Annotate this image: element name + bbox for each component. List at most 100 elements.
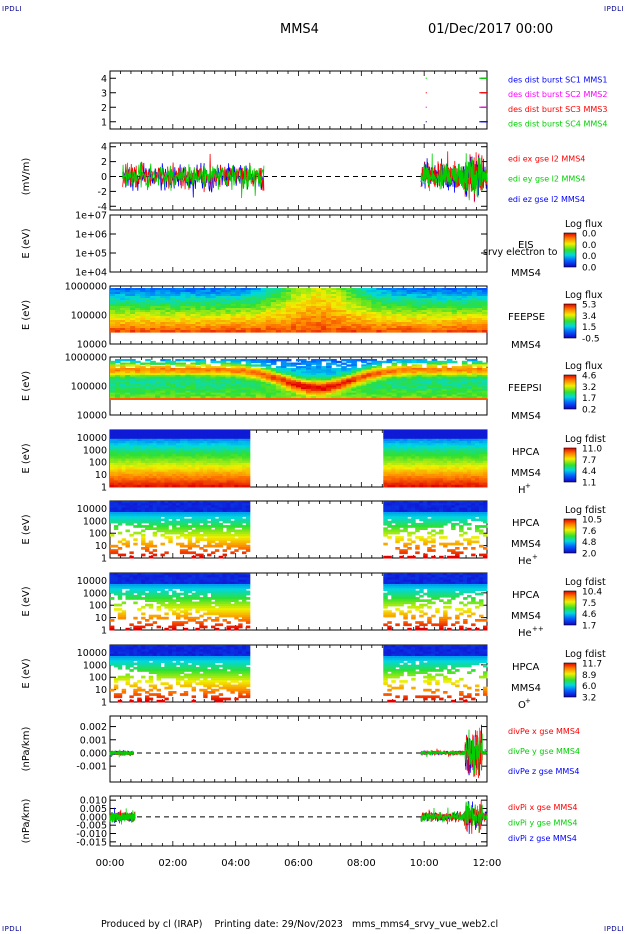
spectrogram-cell <box>235 366 242 369</box>
spectrogram-cell <box>386 380 393 383</box>
spectrogram-cell <box>110 456 115 459</box>
spectrogram-cell <box>416 324 423 327</box>
spectrogram-cell <box>226 467 231 470</box>
spectrogram-cell <box>215 392 222 396</box>
spectrogram-cell <box>451 290 458 293</box>
spectrogram-cell <box>226 471 231 475</box>
spectrogram-cell <box>222 434 227 438</box>
spectrogram-cell <box>183 484 189 488</box>
spectrogram-cell <box>180 294 186 297</box>
spectrogram-cell <box>121 484 127 488</box>
spectrogram-cell <box>482 330 488 333</box>
spectrogram-cell <box>285 382 292 385</box>
spectrogram-cell <box>451 296 458 299</box>
spectrogram-cell <box>482 300 488 303</box>
spectrogram-cell <box>180 367 186 371</box>
spectrogram-cell <box>220 326 227 329</box>
spectrogram-cell <box>140 385 146 388</box>
spectrogram-cell <box>431 330 438 333</box>
spectrogram-cell <box>321 312 327 315</box>
spectrogram-cell <box>391 432 396 435</box>
spectrogram-cell <box>376 390 382 394</box>
spectrogram-cell <box>133 476 138 479</box>
spectrogram-cell <box>160 330 166 333</box>
spectrogram-cell <box>145 371 151 374</box>
spectrogram-cell <box>130 396 136 399</box>
spectrogram-cell <box>331 394 337 397</box>
spectrogram-cell <box>311 373 317 376</box>
spectrogram-cell <box>183 478 189 481</box>
spectrogram-cell <box>415 443 420 446</box>
spectrogram-cell <box>245 430 251 433</box>
spectrogram-cell <box>199 462 204 466</box>
spectrogram-cell <box>316 304 322 307</box>
spectrogram-cell <box>199 454 204 457</box>
spectrogram-cell <box>391 441 396 444</box>
spectrogram-cell <box>407 441 412 444</box>
spectrogram-cell <box>396 312 403 315</box>
spectrogram-cell <box>140 304 146 307</box>
spectrogram-cell <box>426 298 433 301</box>
spectrogram-cell <box>376 322 382 325</box>
spectrogram-cell <box>180 322 186 325</box>
spectrogram-cell <box>240 330 247 333</box>
spectrogram-cell <box>301 304 307 307</box>
spectrogram-cell <box>120 375 126 378</box>
spectrogram-cell <box>195 298 202 301</box>
spectrogram-cell <box>387 434 392 438</box>
spectrogram-cell <box>371 369 377 372</box>
spectrogram-cell <box>461 360 468 364</box>
spectrogram-cell <box>331 382 337 385</box>
spectrogram-cell <box>341 316 347 319</box>
y-tick-label: 100000 <box>71 382 107 393</box>
spectrogram-cell <box>471 316 478 319</box>
spectrogram-cell <box>110 390 116 394</box>
spectrogram-cell <box>129 434 134 438</box>
spectrogram-cell <box>471 383 478 387</box>
spectrogram-cell <box>291 382 297 385</box>
spectrogram-cell <box>466 359 473 362</box>
spectrogram-cell <box>366 383 372 387</box>
spectrogram-cell <box>215 292 222 295</box>
spectrogram-cell <box>406 296 413 299</box>
spectrogram-cell <box>366 362 372 365</box>
spectrogram-cell <box>285 376 292 380</box>
spectrogram-cell <box>311 396 317 399</box>
spectrogram-cell <box>191 443 196 446</box>
spectrogram-cell <box>423 478 428 481</box>
spectrogram-cell <box>117 430 123 433</box>
spectrogram-cell <box>326 373 332 376</box>
spectrogram-cell <box>255 375 262 378</box>
spectrogram-cell <box>399 449 404 453</box>
spectrogram-cell <box>175 296 181 299</box>
spectrogram-cell <box>441 300 448 303</box>
spectrogram-cell <box>396 314 403 317</box>
spectrogram-cell <box>306 376 312 380</box>
spectrogram-cell <box>407 451 412 455</box>
spectrogram-cell <box>242 469 247 473</box>
spectrogram-cell <box>125 434 130 438</box>
spectrogram-cell <box>296 367 302 371</box>
spectrogram-cell <box>110 465 115 468</box>
spectrogram-cell <box>371 382 377 385</box>
spectrogram-cell <box>176 434 181 438</box>
spectrogram-cell <box>482 376 488 380</box>
spectrogram-cell <box>407 462 412 466</box>
spectrogram-cell <box>205 375 212 378</box>
spectrogram-cell <box>421 302 428 305</box>
spectrogram-cell <box>130 288 136 291</box>
spectrogram-cell <box>326 369 332 372</box>
spectrogram-cell <box>145 296 151 299</box>
spectrogram-cell <box>220 292 227 295</box>
spectrogram-cell <box>170 385 176 388</box>
colorbar <box>563 303 577 339</box>
spectrogram-cell <box>416 302 423 305</box>
spectrogram-cell <box>230 383 237 387</box>
spectrogram-cell <box>175 302 181 305</box>
spectrogram-cell <box>183 430 189 433</box>
spectrogram-cell <box>250 306 257 309</box>
spectrogram-cell <box>436 396 443 399</box>
spectrogram-cell <box>220 366 227 369</box>
spectrogram-cell <box>160 445 165 448</box>
spectrogram-cell <box>115 314 121 317</box>
